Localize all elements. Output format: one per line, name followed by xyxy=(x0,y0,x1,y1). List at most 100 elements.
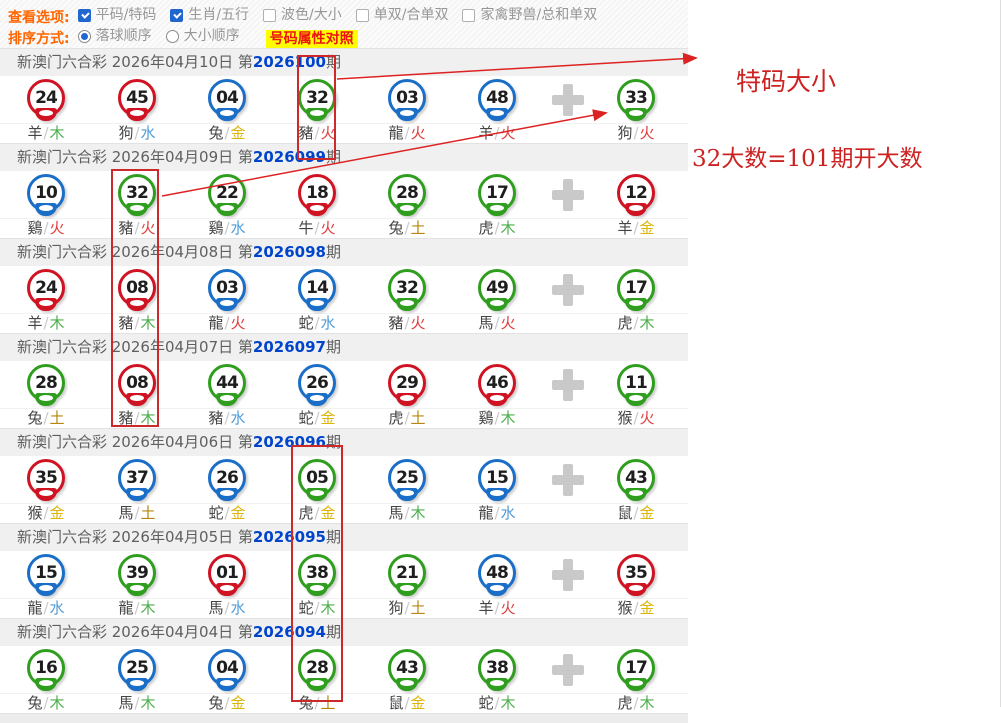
zodiac-element-label: 馬/火 xyxy=(452,314,542,333)
ball-cell: 25 xyxy=(362,458,452,501)
checkbox-icon[interactable] xyxy=(77,9,91,22)
ball-ring: 48 xyxy=(478,78,516,117)
lottery-ball: 29 xyxy=(388,363,426,406)
ball-cell: 45 xyxy=(92,78,182,121)
checkbox-icon[interactable] xyxy=(263,9,277,22)
checkbox-icon[interactable] xyxy=(170,9,184,22)
ball-cell: 26 xyxy=(182,458,272,501)
plus-icon xyxy=(552,463,584,496)
view-option[interactable]: 波色/大小 xyxy=(263,5,342,26)
lottery-ball: 28 xyxy=(388,173,426,216)
sort-option[interactable]: 大小顺序 xyxy=(165,26,240,47)
sort-option[interactable]: 落球顺序 xyxy=(77,26,152,47)
zodiac-element-label: 馬/土 xyxy=(92,504,182,523)
element-char: 木 xyxy=(49,124,65,142)
ball-cell: 35 xyxy=(0,458,92,501)
ball-cell: 18 xyxy=(272,173,362,216)
zodiac-char: 豬 xyxy=(118,219,134,237)
period-suffix: 期 xyxy=(325,338,341,356)
ball-ring: 14 xyxy=(298,268,336,307)
view-option[interactable]: 平码/特码 xyxy=(77,5,156,26)
lottery-ball: 35 xyxy=(27,458,65,501)
view-option[interactable]: 生肖/五行 xyxy=(170,5,249,26)
ball-cell: 14 xyxy=(272,268,362,311)
zodiac-char: 蛇 xyxy=(298,599,314,617)
element-char: 木 xyxy=(500,409,516,427)
zodiac-element-label: 馬/木 xyxy=(362,504,452,523)
ball-number: 28 xyxy=(396,182,419,203)
ball-cell: 15 xyxy=(452,458,542,501)
element-char: 火 xyxy=(500,314,516,332)
period-block: 新澳门六合彩 2026年04月07日 第2026097期 28 08 44 26 29 46… xyxy=(0,333,688,428)
ball-cell: 43 xyxy=(362,648,452,691)
period-title: 新澳门六合彩 2026年04月05日 第 xyxy=(17,528,253,546)
view-options-label: 查看选项: xyxy=(8,10,70,26)
view-options-row: 查看选项: 平码/特码 生肖/五行 波色/大小 单双/合单双 家禽野兽/总和单双 xyxy=(8,5,688,26)
ball-number: 17 xyxy=(486,182,509,203)
view-option-label: 生肖/五行 xyxy=(188,7,250,23)
lottery-ball: 26 xyxy=(208,458,246,501)
labels-row: 兔/木 馬/木 兔/金 兔/土 鼠/金 蛇/木 虎/木 xyxy=(0,693,688,713)
zodiac-element-label: 豬/木 xyxy=(92,314,182,333)
slash-separator: / xyxy=(224,599,230,617)
ball-cell: 44 xyxy=(182,363,272,406)
lottery-ball: 44 xyxy=(208,363,246,406)
plus-icon xyxy=(552,653,584,686)
lottery-ball: 24 xyxy=(27,268,65,311)
slash-separator: / xyxy=(404,314,410,332)
ball-cell: 29 xyxy=(362,363,452,406)
zodiac-char: 馬 xyxy=(208,599,224,617)
ball-ring: 39 xyxy=(118,553,156,592)
ball-ring: 28 xyxy=(298,648,336,687)
plus-spacer xyxy=(542,314,594,333)
lottery-ball: 12 xyxy=(617,173,655,216)
slash-separator: / xyxy=(633,599,639,617)
ball-number: 28 xyxy=(306,657,329,678)
ball-cell: 01 xyxy=(182,553,272,596)
zodiac-char: 兔 xyxy=(27,694,43,712)
checkbox-icon[interactable] xyxy=(355,9,369,22)
element-char: 木 xyxy=(49,694,65,712)
element-char: 金 xyxy=(230,504,246,522)
checkbox-icon[interactable] xyxy=(462,9,476,22)
view-option[interactable]: 家禽野兽/总和单双 xyxy=(462,5,597,26)
zodiac-char: 馬 xyxy=(118,504,134,522)
lottery-ball: 49 xyxy=(478,268,516,311)
plus-icon xyxy=(552,273,584,306)
ball-number: 10 xyxy=(35,182,58,203)
slash-separator: / xyxy=(494,409,500,427)
view-options-group: 平码/特码 生肖/五行 波色/大小 单双/合单双 家禽野兽/总和单双 xyxy=(77,7,612,26)
element-char: 火 xyxy=(410,314,426,332)
ball-number: 08 xyxy=(126,372,149,393)
lottery-ball: 05 xyxy=(298,458,336,501)
element-char: 金 xyxy=(320,409,336,427)
special-ball-cell: 17 xyxy=(594,648,678,691)
slash-separator: / xyxy=(633,694,639,712)
ball-number: 25 xyxy=(396,467,419,488)
balls-row: 16 25 04 28 43 38 17 xyxy=(0,646,688,693)
slash-separator: / xyxy=(314,314,320,332)
ball-number: 33 xyxy=(625,87,648,108)
zodiac-char: 猴 xyxy=(617,409,633,427)
radio-icon[interactable] xyxy=(77,30,91,43)
element-char: 金 xyxy=(639,504,655,522)
slash-separator: / xyxy=(314,694,320,712)
ball-number: 04 xyxy=(216,657,239,678)
slash-separator: / xyxy=(314,124,320,142)
period-header: 新澳门六合彩 2026年04月04日 第2026094期 xyxy=(0,618,688,646)
zodiac-char: 羊 xyxy=(27,124,43,142)
zodiac-char: 蛇 xyxy=(208,504,224,522)
ball-ring: 15 xyxy=(478,458,516,497)
number-attribute-compare-link[interactable]: 号码属性对照 xyxy=(265,30,358,48)
zodiac-element-label: 羊/木 xyxy=(0,314,92,333)
zodiac-char: 狗 xyxy=(617,124,633,142)
period-number: 2026096 xyxy=(252,433,326,451)
lottery-ball: 24 xyxy=(27,78,65,121)
ball-ring: 29 xyxy=(388,363,426,402)
ball-number: 38 xyxy=(486,657,509,678)
ball-cell: 38 xyxy=(452,648,542,691)
period-suffix: 期 xyxy=(325,433,341,451)
view-option[interactable]: 单双/合单双 xyxy=(355,5,448,26)
special-ball-cell: 12 xyxy=(594,173,678,216)
radio-icon[interactable] xyxy=(165,30,179,43)
